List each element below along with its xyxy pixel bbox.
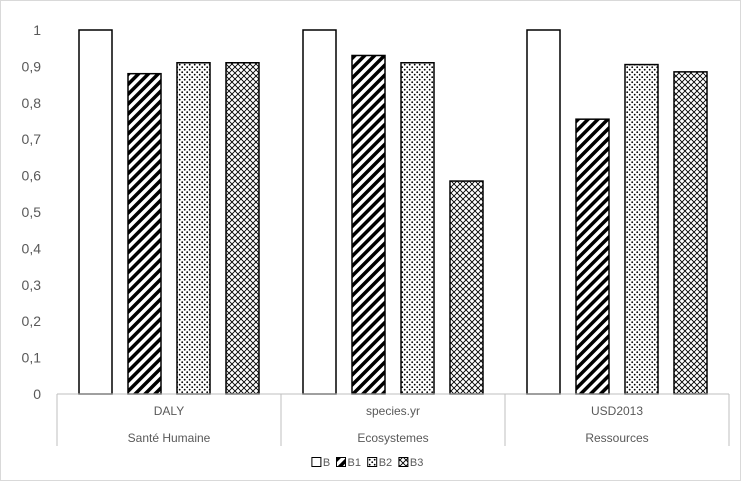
- legend-swatch-b2: [367, 457, 378, 467]
- y-tick-label: 0,8: [22, 95, 42, 111]
- bar-b3-usd2013: [673, 71, 708, 395]
- legend-swatch-b3: [398, 457, 409, 467]
- x-group-label: Ecosystemes: [357, 431, 428, 445]
- bar-b-species-yr: [302, 29, 337, 395]
- y-tick-label: 0,1: [22, 350, 42, 366]
- legend-swatch-b: [311, 457, 322, 467]
- y-tick-label: 0,7: [22, 131, 42, 147]
- legend-label-b: B: [323, 457, 330, 469]
- bar-b-usd2013: [526, 29, 561, 395]
- y-tick-label: 0,3: [22, 277, 42, 293]
- y-tick-label: 0,4: [22, 240, 42, 256]
- y-tick-label: 0,5: [22, 204, 42, 220]
- bar-b-daly: [78, 29, 113, 395]
- x-unit-label: species.yr: [366, 404, 420, 418]
- y-tick-label: 0,6: [22, 168, 42, 184]
- x-unit-label: USD2013: [591, 404, 643, 418]
- bar-b2-daly: [176, 62, 211, 395]
- bars: [78, 29, 708, 395]
- y-tick-label: 0,9: [22, 58, 42, 74]
- x-group-label: Ressources: [585, 431, 648, 445]
- bar-b1-usd2013: [575, 118, 610, 395]
- x-group-label: Santé Humaine: [128, 431, 211, 445]
- legend: B B1 B2 B3: [311, 457, 423, 469]
- legend-swatch-b1: [336, 457, 346, 467]
- legend-label-b3: B3: [410, 457, 423, 469]
- y-tick-label: 0: [33, 386, 41, 402]
- x-axis: DALY Santé Humaine species.yr Ecosystemes US…: [56, 393, 730, 446]
- y-tick-label: 0,2: [22, 313, 42, 329]
- bar-b1-species-yr: [351, 54, 386, 395]
- legend-label-b2: B2: [379, 457, 392, 469]
- bar-b2-species-yr: [400, 62, 435, 395]
- bar-b2-usd2013: [624, 63, 659, 395]
- bar-b1-daly: [127, 72, 162, 395]
- legend-label-b1: B1: [348, 457, 361, 469]
- x-unit-label: DALY: [154, 404, 184, 418]
- y-axis: 0 0,1 0,2 0,3 0,4 0,5 0,6 0,7 0,8 0,9 1: [22, 22, 42, 402]
- bar-b3-daly: [225, 62, 260, 395]
- y-tick-label: 1: [33, 22, 41, 38]
- bar-b3-species-yr: [449, 180, 484, 395]
